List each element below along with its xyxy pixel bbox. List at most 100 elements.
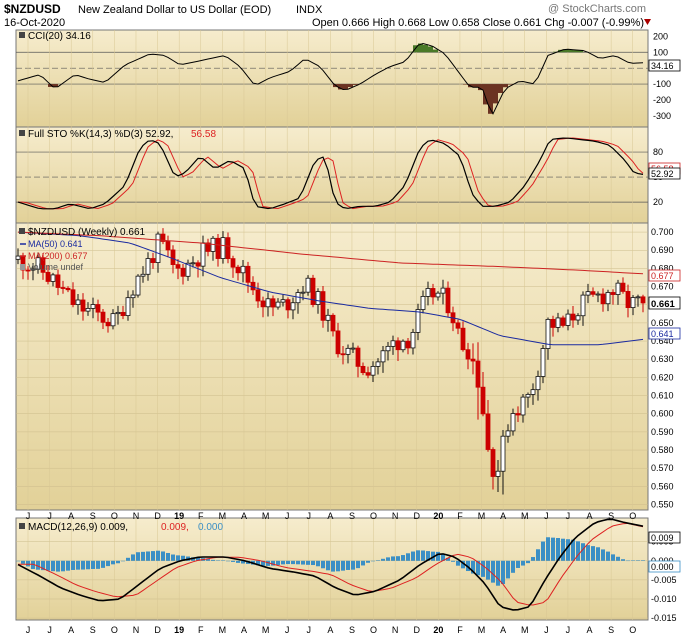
- month-label: A: [587, 625, 593, 635]
- copyright: @ StockCharts.com: [548, 3, 646, 15]
- candle-body: [445, 287, 451, 314]
- cci-oversold-fill: [463, 84, 468, 85]
- candle-body: [535, 376, 541, 391]
- candle-body: [410, 331, 416, 349]
- macd-hist-bar: [576, 541, 580, 561]
- macd-hist-bar: [396, 556, 400, 561]
- candle-body: [120, 311, 126, 317]
- macd-hist-bar: [346, 560, 350, 570]
- candle-body: [30, 268, 36, 271]
- candle-body: [415, 309, 421, 333]
- macd-signal-label: 0.009,: [161, 522, 189, 533]
- macd-hist-bar: [351, 560, 355, 570]
- candle-body: [555, 317, 561, 328]
- candle-body: [610, 292, 616, 295]
- cci-tick-label: 200: [653, 31, 668, 41]
- month-label: J: [566, 625, 571, 635]
- macd-hist-bar: [101, 560, 105, 568]
- price-tick-label: 0.590: [651, 427, 674, 437]
- candle-body: [70, 289, 76, 305]
- candle-body: [155, 233, 161, 263]
- candle-body: [115, 311, 121, 315]
- price-tick-label: 0.570: [651, 463, 674, 473]
- price-panel: [15, 222, 649, 511]
- svg-text:0.009: 0.009: [651, 533, 674, 543]
- candle-body: [455, 322, 461, 329]
- month-label: O: [111, 625, 118, 635]
- price-tick-label: 0.560: [651, 481, 674, 491]
- candle-body: [615, 282, 621, 295]
- macd-hist-bar: [531, 557, 535, 561]
- macd-hist-bar: [291, 560, 295, 565]
- macd-hist-bar: [626, 560, 630, 562]
- macd-hist-bar: [511, 560, 515, 573]
- macd-hist-bar: [501, 560, 505, 585]
- symbol-name: New Zealand Dollar to US Dollar (EOD): [78, 4, 271, 16]
- candle-body: [105, 321, 111, 327]
- month-label: A: [327, 625, 333, 635]
- macd-hist-bar: [206, 559, 210, 561]
- candle-body: [485, 413, 491, 450]
- cci-overbought-fill: [408, 51, 413, 53]
- candle-body: [165, 241, 171, 251]
- cci-tick-label: -100: [653, 79, 671, 89]
- candle-body: [375, 361, 381, 367]
- month-label: J: [47, 625, 52, 635]
- candle-body: [345, 347, 351, 355]
- month-label: S: [349, 511, 355, 521]
- macd-hist-bar: [151, 551, 155, 561]
- ma50-badge: 0.641: [648, 327, 681, 340]
- candle-body: [475, 360, 481, 388]
- cci-label: CCI(20) 34.16: [28, 31, 91, 42]
- candle-body: [260, 300, 266, 308]
- cci-oversold-fill: [473, 84, 478, 88]
- volume-label: Volume undef: [28, 262, 84, 272]
- sto-tick-label: 20: [653, 197, 663, 207]
- macd-hist-bar: [86, 560, 90, 570]
- macd-hist-bar: [616, 556, 620, 561]
- macd-hist-bar: [486, 560, 490, 580]
- month-label: S: [608, 625, 614, 635]
- month-label: S: [90, 511, 96, 521]
- macd-hist-bar: [116, 560, 120, 564]
- month-label: D: [414, 625, 421, 635]
- candle-body: [250, 281, 256, 291]
- macd-hist-bar: [581, 543, 585, 561]
- candle-body: [395, 340, 401, 351]
- month-label: A: [587, 511, 593, 521]
- macd-hist-bar: [121, 560, 125, 562]
- macd-hist-bar: [301, 560, 305, 565]
- price-tick-label: 0.550: [651, 500, 674, 510]
- macd-hist-badge: 0.000: [648, 560, 681, 573]
- ma200-label: MA(200) 0.677: [28, 251, 88, 261]
- month-label: O: [111, 511, 118, 521]
- price-tick-label: 0.640: [651, 336, 674, 346]
- macd-hist-bar: [236, 560, 240, 563]
- macd-hist-bar: [516, 560, 520, 568]
- candle-body: [95, 304, 101, 313]
- macd-hist-bar: [81, 560, 85, 570]
- month-label: 19: [174, 511, 184, 521]
- macd-hist-bar: [456, 560, 460, 566]
- candle-body: [565, 313, 571, 326]
- cci-overbought-fill: [553, 51, 558, 53]
- price-tick-label: 0.580: [651, 445, 674, 455]
- cci-oversold-fill: [348, 84, 353, 88]
- candle-body: [245, 265, 251, 283]
- macd-hist-bar: [331, 560, 335, 572]
- svg-text:0.661: 0.661: [651, 299, 675, 310]
- candle-body: [355, 347, 361, 367]
- macd-hist-bar: [551, 537, 555, 561]
- macd-hist-bar: [41, 560, 45, 571]
- candle-body: [45, 271, 51, 282]
- sto-k-line: [17, 137, 644, 210]
- macd-hist-bar: [506, 560, 510, 579]
- price-tick-label: 0.690: [651, 245, 674, 255]
- down-arrow-icon: [644, 19, 651, 25]
- sto-label: Full STO %K(14,3) %D(3) 52.92,: [28, 129, 173, 140]
- month-label: F: [198, 511, 204, 521]
- candle-body: [630, 297, 636, 309]
- candle-body: [430, 288, 436, 298]
- macd-hist-bar: [321, 560, 325, 569]
- month-label: A: [241, 625, 247, 635]
